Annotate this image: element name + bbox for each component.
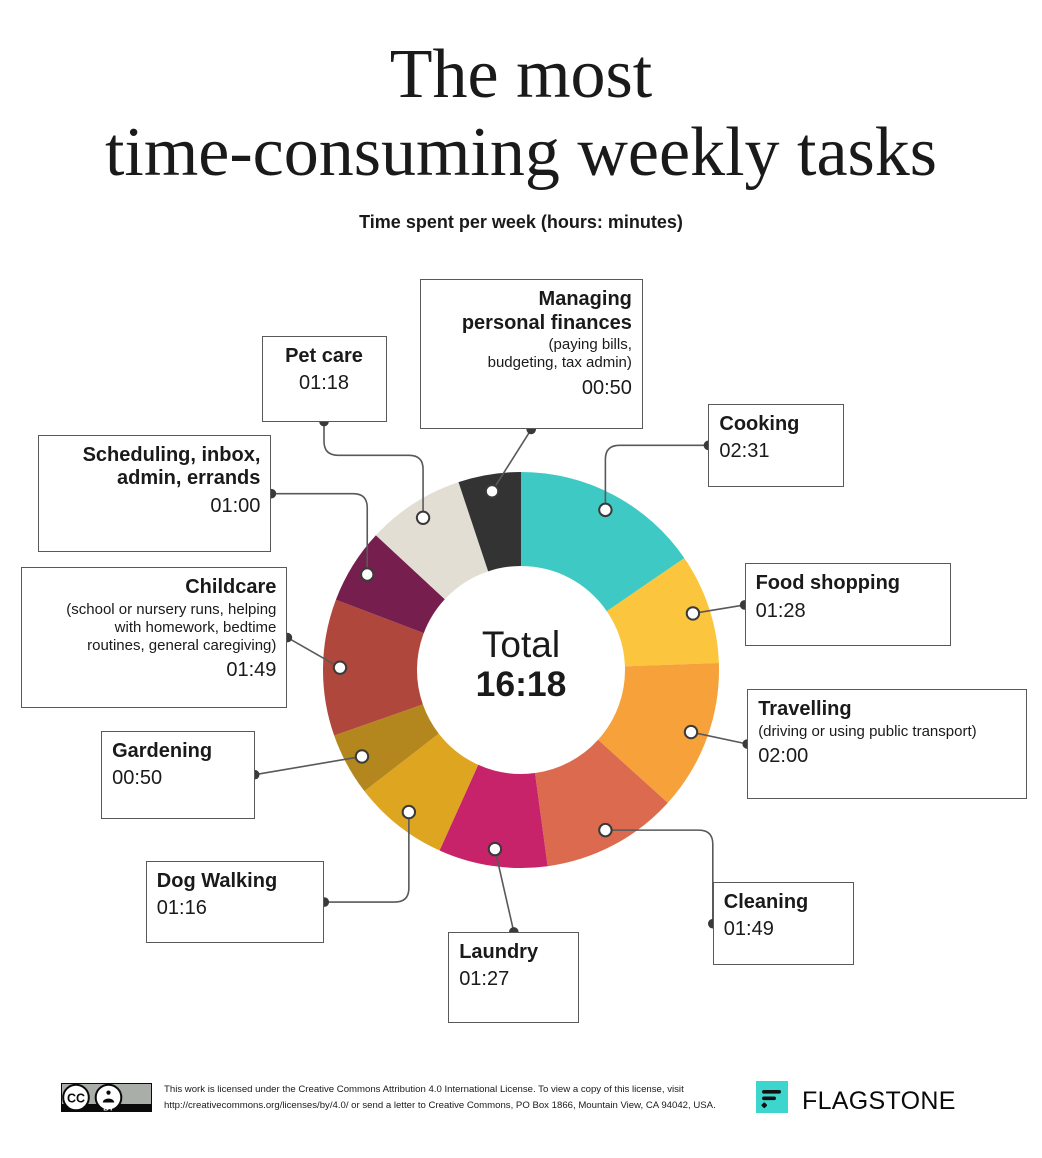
svg-text:BY: BY xyxy=(103,1103,113,1112)
svg-text:CC: CC xyxy=(67,1091,85,1105)
